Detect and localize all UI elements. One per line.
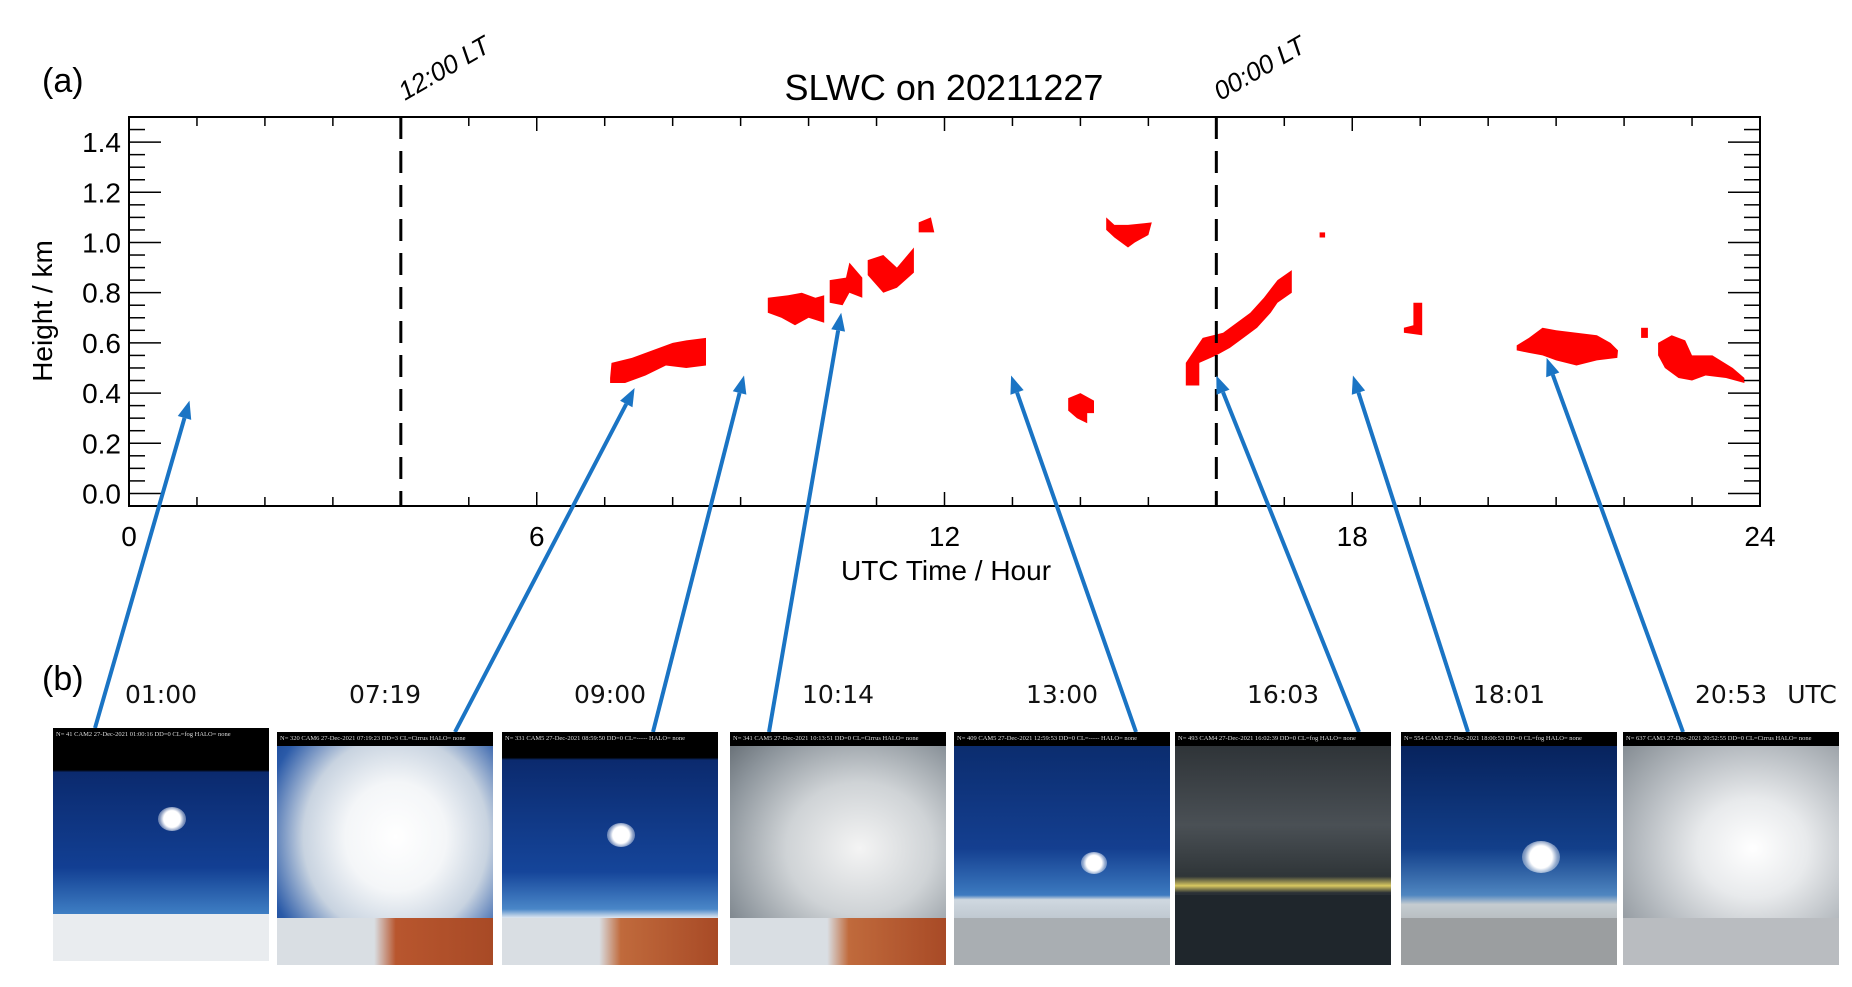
arrow-head-icon	[1546, 357, 1560, 378]
arrow-line	[1015, 391, 1138, 733]
photo-ground	[277, 918, 493, 965]
photo-ground	[1623, 918, 1839, 965]
chart-title: SLWC on 20211227	[785, 67, 1104, 108]
arrows	[93, 312, 1685, 733]
arrow-line	[767, 330, 841, 733]
sky-camera-photo: N= 637 CAM3 27-Dec-2021 20:52:55 DD=0 CL…	[1623, 732, 1839, 965]
sun-icon	[1522, 841, 1561, 874]
photo-caption: N= 493 CAM4 27-Dec-2021 16:02:39 DD=0 CL…	[1175, 732, 1391, 746]
sky-camera-photo: N= 320 CAM6 27-Dec-2021 07:19:23 DD=3 CL…	[277, 732, 493, 965]
photo-time-label: 16:03	[1246, 680, 1320, 709]
sky-camera-photo: N= 409 CAM5 27-Dec-2021 12:59:53 DD=0 CL…	[954, 732, 1170, 965]
photo-caption: N= 331 CAM5 27-Dec-2021 08:59:50 DD=0 CL…	[502, 732, 718, 746]
photo-time-label: 09:00	[573, 680, 647, 709]
arrow-line	[1356, 392, 1470, 733]
photo-caption: N= 341 CAM5 27-Dec-2021 10:13:51 DD=0 CL…	[730, 732, 946, 746]
arrow-head-icon	[732, 375, 747, 395]
sun-icon	[1081, 851, 1108, 874]
y-tick-label: 0.4	[82, 378, 121, 409]
slwc-regions	[610, 217, 1745, 424]
slwc-region	[1641, 327, 1648, 338]
photo-caption: N= 320 CAM6 27-Dec-2021 07:19:23 DD=3 CL…	[277, 732, 493, 746]
panel-label-b: (b)	[42, 660, 84, 698]
sky-camera-photo: N= 331 CAM5 27-Dec-2021 08:59:50 DD=0 CL…	[502, 732, 718, 965]
axes: 0 6 12 18 24 0.0 0.2 0.4 0.6 0.8 1.0 1.2 1.4	[82, 116, 1776, 552]
y-tick-label: 0.8	[82, 278, 121, 309]
arrow-line	[651, 392, 742, 733]
sun-icon	[157, 807, 186, 831]
slwc-region	[1068, 393, 1094, 424]
x-axis-label: UTC Time / Hour	[841, 555, 1051, 586]
arrow-line	[1550, 374, 1685, 733]
slwc-region	[1403, 302, 1423, 336]
arrow-head-icon	[620, 388, 635, 408]
utc-label: UTC	[1787, 680, 1837, 709]
reference-line-label: 00:00 LT	[1208, 29, 1312, 106]
photo-ground	[730, 918, 946, 965]
photo-caption: N= 41 CAM2 27-Dec-2021 01:00:16 DD=0 CL=…	[53, 728, 269, 742]
slwc-region	[1106, 217, 1152, 248]
slwc-region	[1185, 270, 1292, 386]
slwc-region	[610, 337, 706, 383]
slwc-region	[1319, 232, 1326, 238]
y-axis-label: Height / km	[27, 240, 58, 382]
plot-frame	[128, 116, 1761, 507]
arrow-head-icon	[1351, 375, 1366, 395]
sky-camera-photo: N= 341 CAM5 27-Dec-2021 10:13:51 DD=0 CL…	[730, 732, 946, 965]
photo-time-label: 20:53	[1694, 680, 1768, 709]
x-tick-label: 18	[1337, 521, 1368, 552]
slwc-region	[829, 262, 863, 306]
sky-camera-photo: N= 493 CAM4 27-Dec-2021 16:02:39 DD=0 CL…	[1175, 732, 1391, 965]
arrow-head-icon	[1216, 375, 1230, 395]
slwc-region	[918, 217, 935, 233]
x-tick-label: 12	[929, 521, 960, 552]
arrow-line	[93, 417, 187, 729]
slwc-region	[767, 292, 825, 326]
photo-caption: N= 554 CAM3 27-Dec-2021 18:00:53 DD=0 CL…	[1401, 732, 1617, 746]
y-tick-label: 1.4	[82, 127, 121, 158]
slwc-region	[867, 247, 914, 293]
arrow-head-icon	[177, 400, 192, 420]
photo-ground	[954, 918, 1170, 965]
sky-camera-photo: N= 554 CAM3 27-Dec-2021 18:00:53 DD=0 CL…	[1401, 732, 1617, 965]
y-tick-label: 0.6	[82, 328, 121, 359]
photo-ground	[53, 914, 269, 961]
photo-time-label: 10:14	[801, 680, 875, 709]
y-tick-label: 1.0	[82, 227, 121, 258]
sun-icon	[606, 822, 635, 847]
photo-time-label: 18:01	[1472, 680, 1546, 709]
photo-time-label: 13:00	[1025, 680, 1099, 709]
photo-ground	[1401, 918, 1617, 965]
photo-time-label: 01:00	[124, 680, 198, 709]
photo-ground	[1175, 895, 1391, 965]
y-tick-label: 0.0	[82, 478, 121, 509]
y-tick-label: 0.2	[82, 428, 121, 459]
slwc-region	[1516, 327, 1618, 366]
slwc-region	[1658, 335, 1745, 383]
photo-ground	[502, 918, 718, 965]
sky-camera-photo: N= 41 CAM2 27-Dec-2021 01:00:16 DD=0 CL=…	[53, 728, 269, 961]
reference-line-label: 12:00 LT	[393, 29, 497, 106]
arrow-line	[1221, 391, 1361, 733]
photo-time-label: 07:19	[348, 680, 422, 709]
x-tick-label: 0	[121, 521, 137, 552]
photo-caption: N= 409 CAM5 27-Dec-2021 12:59:53 DD=0 CL…	[954, 732, 1170, 746]
x-tick-label: 6	[529, 521, 545, 552]
arrow-head-icon	[831, 312, 846, 332]
arrow-head-icon	[1010, 375, 1024, 395]
y-tick-label: 1.2	[82, 177, 121, 208]
arrow-line	[453, 403, 629, 733]
x-tick-label: 24	[1744, 521, 1775, 552]
panel-label-a: (a)	[42, 62, 84, 100]
photo-caption: N= 637 CAM3 27-Dec-2021 20:52:55 DD=0 CL…	[1623, 732, 1839, 746]
